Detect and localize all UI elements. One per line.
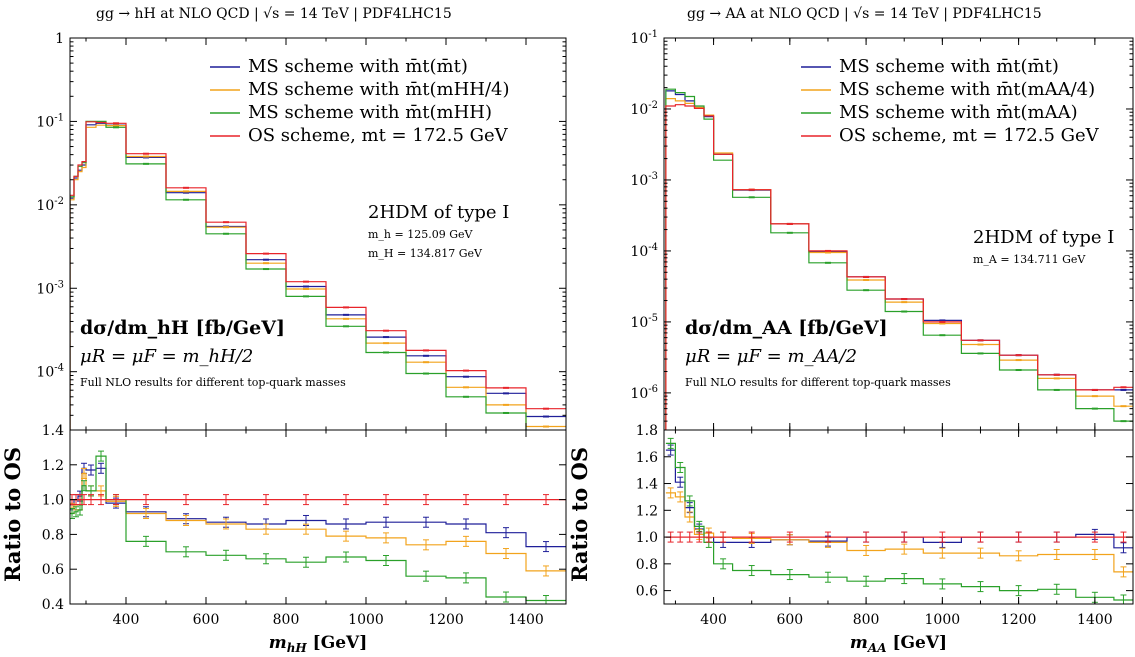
series-line-ratio bbox=[665, 492, 1133, 573]
ratio-y-label: Ratio to OS bbox=[567, 446, 592, 582]
mass-label: m_A = 134.711 GeV bbox=[973, 253, 1086, 266]
x-tick-label: 600 bbox=[776, 612, 803, 628]
legend-entry: MS scheme with m̄t(m̄t) bbox=[248, 56, 468, 77]
legend-entry: MS scheme with m̄t(mAA/4) bbox=[839, 79, 1095, 100]
y-tick-label: 10-1 bbox=[36, 112, 64, 130]
x-tick-label: 1400 bbox=[508, 612, 544, 628]
ratio-y-label: Ratio to OS bbox=[0, 446, 25, 582]
series-line-ratio bbox=[70, 467, 566, 548]
y-tick-label: 10-2 bbox=[630, 100, 658, 118]
series-line-ratio bbox=[665, 442, 1133, 601]
legend-entry: MS scheme with m̄t(m̄t) bbox=[839, 56, 1059, 77]
x-tick-label: 1200 bbox=[1001, 612, 1037, 628]
scale-label: μR = μF = m_hH/2 bbox=[80, 346, 253, 367]
ratio-y-tick-label: 0.4 bbox=[42, 597, 64, 613]
legend-entry: OS scheme, mt = 172.5 GeV bbox=[839, 125, 1100, 146]
ratio-y-tick-label: 0.6 bbox=[42, 562, 64, 578]
distribution-label: dσ/dm_AA [fb/GeV] bbox=[685, 317, 888, 339]
x-axis-label: mhH [GeV] bbox=[269, 633, 368, 655]
model-label: 2HDM of type I bbox=[368, 202, 509, 223]
y-tick-label: 1 bbox=[55, 31, 64, 47]
chart-title: gg → hH at NLO QCD | √s = 14 TeV | PDF4L… bbox=[96, 6, 452, 22]
ratio-y-tick-label: 1.4 bbox=[42, 423, 64, 439]
ratio-y-tick-label: 1.8 bbox=[636, 423, 658, 439]
x-tick-label: 1000 bbox=[348, 612, 384, 628]
series-line-top bbox=[665, 104, 1133, 430]
legend-entry: MS scheme with m̄t(mAA) bbox=[839, 102, 1078, 123]
scale-label: μR = μF = m_AA/2 bbox=[685, 346, 857, 367]
x-tick-label: 600 bbox=[193, 612, 220, 628]
y-tick-label: 10-5 bbox=[630, 313, 658, 331]
note-label: Full NLO results for different top-quark… bbox=[80, 376, 346, 389]
chart-hH: 400 600 800 1000 1200 1400 1 10-1 10-2 10-3 10-4 1.… bbox=[36, 31, 567, 655]
series-line-ratio bbox=[70, 455, 566, 602]
x-tick-label: 1400 bbox=[1077, 612, 1113, 628]
top-plot-area bbox=[70, 120, 566, 430]
x-tick-label: 400 bbox=[113, 612, 140, 628]
y-tick-label: 10-3 bbox=[630, 171, 658, 189]
model-label: 2HDM of type I bbox=[973, 227, 1114, 248]
ratio-y-tick-label: 0.8 bbox=[42, 527, 64, 543]
chart-title: gg → AA at NLO QCD | √s = 14 TeV | PDF4L… bbox=[687, 6, 1042, 22]
ratio-y-tick-label: 0.8 bbox=[636, 557, 658, 573]
panel-AA: gg → AA at NLO QCD | √s = 14 TeV | PDF4L… bbox=[567, 0, 1135, 657]
ratio-frame bbox=[663, 429, 1134, 605]
ratio-y-tick-label: 1.0 bbox=[42, 493, 64, 509]
ratio-y-tick-label: 1.0 bbox=[636, 530, 658, 546]
y-tick-label: 10-4 bbox=[36, 363, 64, 381]
x-tick-label: 400 bbox=[700, 612, 727, 628]
y-tick-label: 10-2 bbox=[36, 196, 64, 214]
legend-entry: MS scheme with m̄t(mHH/4) bbox=[248, 79, 510, 100]
ratio-y-tick-label: 1.6 bbox=[636, 450, 658, 466]
x-tick-label: 1000 bbox=[925, 612, 961, 628]
ratio-plot-area bbox=[70, 450, 566, 604]
series-line-top bbox=[665, 88, 1133, 430]
mass-label: m_H = 134.817 GeV bbox=[368, 247, 483, 260]
x-tick-label: 800 bbox=[853, 612, 880, 628]
ratio-y-tick-label: 1.2 bbox=[42, 458, 64, 474]
top-plot-area bbox=[665, 88, 1133, 430]
series-line-top bbox=[70, 121, 566, 430]
ratio-y-tick-label: 1.4 bbox=[636, 477, 658, 493]
legend-entry: OS scheme, mt = 172.5 GeV bbox=[248, 125, 509, 146]
ratio-frame bbox=[69, 429, 567, 605]
y-tick-label: 10-1 bbox=[630, 29, 658, 47]
series-line-ratio bbox=[665, 449, 1133, 549]
x-axis-label: mAA [GeV] bbox=[850, 633, 947, 655]
y-tick-label: 10-3 bbox=[36, 279, 64, 297]
series-line-ratio bbox=[70, 472, 566, 572]
y-tick-label: 10-4 bbox=[630, 242, 658, 260]
ratio-plot-area bbox=[665, 437, 1133, 604]
mass-label: m_h = 125.09 GeV bbox=[368, 228, 474, 241]
y-tick-label: 10-6 bbox=[630, 384, 658, 402]
legend-entry: MS scheme with m̄t(mHH) bbox=[248, 102, 492, 123]
ratio-y-tick-label: 0.6 bbox=[636, 584, 658, 600]
ratio-y-tick-label: 1.2 bbox=[636, 503, 658, 519]
x-tick-label: 1200 bbox=[428, 612, 464, 628]
note-label: Full NLO results for different top-quark… bbox=[685, 376, 951, 389]
distribution-label: dσ/dm_hH [fb/GeV] bbox=[80, 317, 285, 339]
x-tick-label: 800 bbox=[273, 612, 300, 628]
chart-AA: 400 600 800 1000 1200 1400 10-1 10-2 10-3 10-4 10-… bbox=[630, 29, 1134, 655]
panel-hH: gg → hH at NLO QCD | √s = 14 TeV | PDF4L… bbox=[0, 0, 567, 657]
